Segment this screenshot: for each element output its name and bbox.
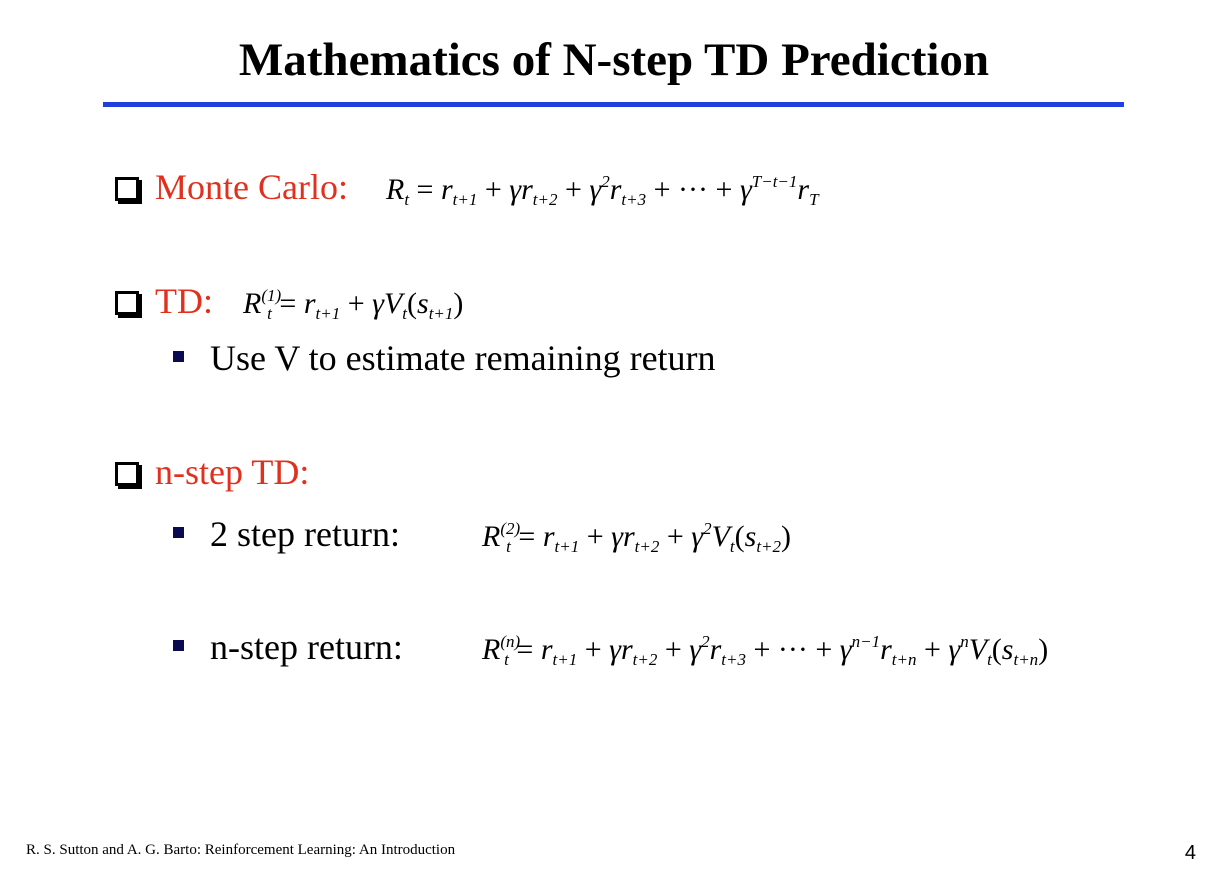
slide-title: Mathematics of N-step TD Prediction: [238, 34, 990, 86]
n-step-td-label: n-step TD:: [155, 452, 310, 492]
square-bullet-icon: [173, 527, 184, 538]
hollow-square-bullet-icon: [115, 462, 139, 486]
n-step-formula: R(n)t = rt+1 + γrt+2 + γ2rt+3 + ··· + γn…: [482, 632, 1049, 669]
monte-carlo-label: Monte Carlo:: [155, 167, 348, 207]
square-bullet-icon: [173, 351, 184, 362]
hollow-square-bullet-icon: [115, 177, 139, 201]
two-step-return-row: 2 step return: R(2)t = rt+1 + γrt+2 + γ2…: [173, 513, 791, 557]
hollow-square-bullet-icon: [115, 291, 139, 315]
td-sub-text: Use V to estimate remaining return: [210, 338, 716, 378]
monte-carlo-formula: Rt = rt+1 + γrt+2 + γ2rt+3 + ··· + γT−t−…: [385, 172, 819, 209]
td-label: TD:: [155, 281, 213, 321]
bullet-td: TD: R(1)t = rt+1 + γVt(st+1): [115, 280, 463, 324]
square-bullet-icon: [173, 640, 184, 651]
bullet-n-step-td: n-step TD:: [115, 451, 309, 493]
td-formula: R(1)t = rt+1 + γVt(st+1): [243, 286, 464, 323]
title-divider: [103, 102, 1124, 107]
two-step-formula: R(2)t = rt+1 + γrt+2 + γ2Vt(st+2): [482, 519, 792, 556]
page-number: 4: [1184, 842, 1196, 864]
n-step-return-row: n-step return: R(n)t = rt+1 + γrt+2 + γ2…: [173, 626, 1048, 670]
td-subbullet: Use V to estimate remaining return: [173, 337, 716, 379]
footer-citation: R. S. Sutton and A. G. Barto: Reinforcem…: [26, 842, 456, 858]
bullet-monte-carlo: Monte Carlo: Rt = rt+1 + γrt+2 + γ2rt+3 …: [115, 166, 819, 210]
two-step-label: 2 step return:: [210, 514, 400, 554]
n-step-label: n-step return:: [210, 627, 403, 667]
